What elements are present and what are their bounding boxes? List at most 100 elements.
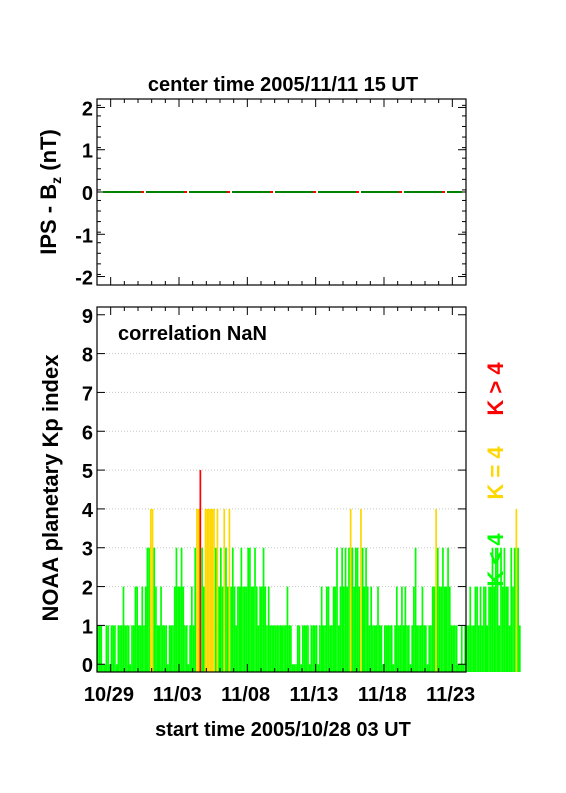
correlation-annotation: correlation NaN — [118, 323, 267, 345]
kp-bar — [199, 470, 202, 672]
kp-bar — [185, 625, 188, 672]
kp-bar — [272, 625, 275, 672]
kp-bar — [173, 586, 176, 672]
kp-bar — [151, 508, 154, 672]
kp-bar — [392, 664, 395, 672]
kp-bar — [257, 625, 260, 672]
kp-bar — [139, 625, 142, 672]
kp-bar — [450, 625, 453, 672]
kp-bar — [119, 625, 121, 672]
kp-bar — [255, 586, 258, 672]
kp-bar — [346, 586, 349, 672]
bottom-plot-area: 0 1 2 3 4 5 6 7 8 9 10/29 11/03 11/08 11/13 11/18 11/23 — [82, 306, 521, 706]
kp-bar — [213, 508, 215, 672]
kp-bar — [507, 586, 509, 672]
kp-bar — [460, 625, 463, 672]
kp-bar — [508, 625, 511, 672]
kp-bar — [208, 508, 210, 672]
kp-bar — [517, 547, 519, 672]
legend-k-less-4: K < 4 — [483, 533, 508, 587]
kp-bar — [484, 586, 487, 672]
kp-bar — [218, 586, 220, 672]
kp-bar — [366, 586, 369, 672]
kp-bar — [496, 547, 499, 672]
kp-bar — [501, 586, 504, 672]
kp-bar — [327, 586, 330, 672]
kp-bar — [343, 586, 345, 672]
kp-bar — [394, 625, 396, 672]
kp-bar — [433, 586, 436, 672]
kp-bar — [454, 625, 456, 672]
kp-bar — [404, 586, 407, 672]
legend-k-equal-4: K = 4 — [483, 446, 508, 500]
kp-bar — [242, 586, 244, 672]
kp-bar — [320, 586, 323, 672]
kp-bar — [100, 625, 103, 672]
kp-bar — [462, 664, 465, 672]
kp-bar — [448, 586, 451, 672]
kp-bar — [426, 664, 429, 672]
kp-bar — [356, 547, 359, 672]
kp-bar — [312, 625, 314, 672]
kp-bar — [361, 547, 364, 672]
kp-bar — [247, 547, 250, 672]
kp-bar — [144, 586, 147, 672]
kp-bar — [358, 586, 361, 672]
kp-bar — [231, 547, 234, 672]
kp-bar — [230, 586, 232, 672]
kp-bar — [428, 625, 431, 672]
kp-ytick-label: 1 — [82, 616, 93, 638]
kp-bar — [252, 586, 255, 672]
kp-bar — [341, 547, 343, 672]
kp-bar — [291, 664, 294, 672]
kp-bar — [418, 625, 420, 672]
kp-bar — [322, 625, 325, 672]
kp-bar — [513, 547, 516, 672]
kp-bar — [407, 625, 410, 672]
bottom-plot-frame — [96, 306, 467, 673]
kp-bar — [283, 625, 285, 672]
bottom-xlabel: start time 2005/10/28 03 UT — [155, 719, 411, 741]
top-ylabel-subscript: z — [48, 177, 64, 184]
kp-bar — [455, 625, 458, 672]
kp-ytick-label: 7 — [82, 383, 93, 405]
kp-bar — [194, 547, 197, 672]
kp-bar — [197, 508, 200, 672]
kp-bar — [223, 508, 226, 672]
kp-bar — [214, 547, 217, 672]
kp-bar — [179, 586, 181, 672]
kp-bar — [153, 547, 156, 672]
kp-xtick-label: 10/29 — [84, 684, 134, 706]
top-ylabel-main: IPS - B — [36, 184, 61, 255]
kp-bar — [129, 664, 132, 672]
kp-bar — [481, 625, 484, 672]
kp-bar — [385, 625, 388, 672]
kp-bar — [452, 625, 455, 672]
kp-bar — [483, 586, 485, 672]
kp-bar — [245, 586, 248, 672]
kp-ytick-label: 3 — [82, 539, 93, 561]
kp-bar — [307, 625, 309, 672]
kp-bar — [349, 508, 352, 672]
kp-bar — [156, 625, 159, 672]
kp-bar — [348, 547, 350, 672]
kp-bar — [315, 625, 318, 672]
kp-bar — [308, 664, 311, 672]
kp-bar — [196, 508, 198, 672]
top-ylabel-unit: (nT) — [36, 129, 61, 177]
kp-bar — [510, 547, 513, 672]
kp-bar — [438, 586, 441, 672]
top-ytick-label: 1 — [82, 141, 93, 163]
kp-bar — [493, 586, 496, 672]
kp-bar — [491, 547, 494, 672]
kp-bar — [459, 664, 461, 672]
kp-bar — [98, 625, 101, 672]
kp-bar — [489, 586, 492, 672]
kp-bar — [390, 625, 393, 672]
top-ytick-label: 0 — [82, 183, 93, 205]
kp-bar — [354, 547, 357, 672]
kp-bar — [189, 625, 191, 672]
kp-bar — [331, 625, 333, 672]
kp-bar — [471, 625, 473, 672]
kp-bar — [243, 586, 246, 672]
